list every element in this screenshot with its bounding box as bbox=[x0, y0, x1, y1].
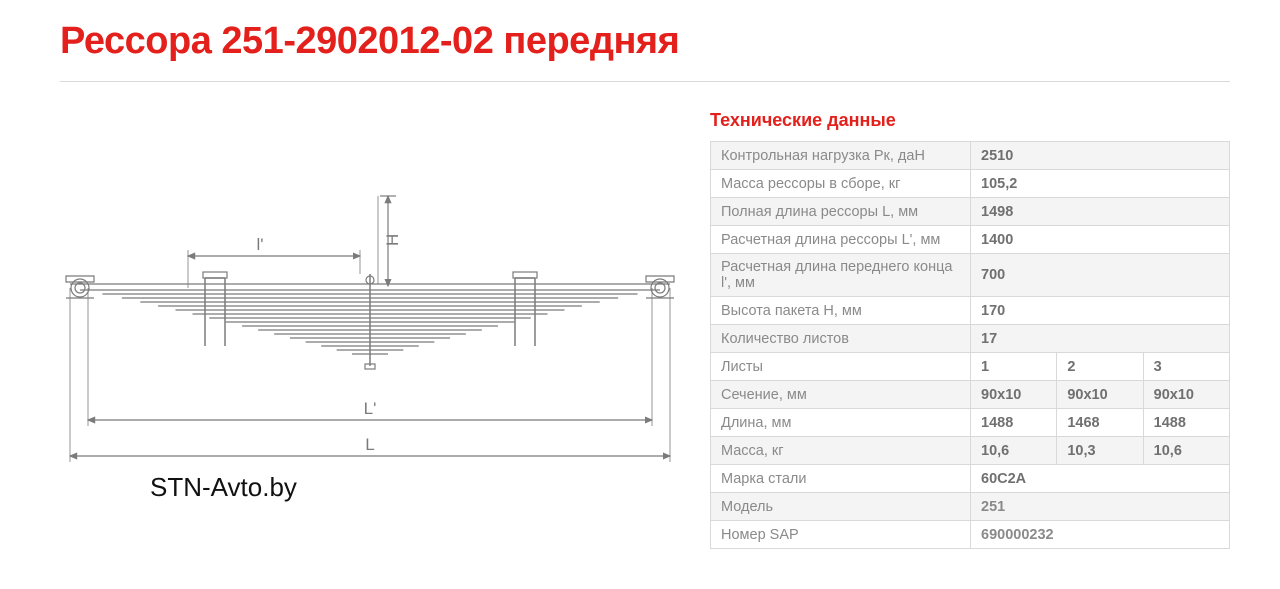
spring-diagram: Hl' L' L bbox=[60, 110, 680, 490]
table-row: Полная длина рессоры L, мм1498 bbox=[711, 198, 1230, 226]
svg-text:H: H bbox=[383, 234, 402, 246]
content-row: Hl' L' L STN-Avto.by Технические данные Ко… bbox=[60, 110, 1230, 549]
table-row: Листы123 bbox=[711, 353, 1230, 381]
svg-text:L': L' bbox=[364, 399, 377, 418]
table-row: Высота пакета H, мм170 bbox=[711, 297, 1230, 325]
table-row: Марка стали60С2А bbox=[711, 465, 1230, 493]
table-row: Модель251 bbox=[711, 493, 1230, 521]
table-row: Номер SAP690000232 bbox=[711, 521, 1230, 549]
table-row: Расчетная длина переднего конца l', мм70… bbox=[711, 254, 1230, 297]
table-row: Сечение, мм90х1090х1090х10 bbox=[711, 381, 1230, 409]
watermark-text: STN-Avto.by bbox=[150, 472, 297, 503]
table-row: Масса рессоры в сборе, кг105,2 bbox=[711, 170, 1230, 198]
table-row: Контрольная нагрузка Рк, даН2510 bbox=[711, 142, 1230, 170]
page-title: Рессора 251-2902012-02 передняя bbox=[60, 20, 1230, 63]
table-row: Расчетная длина рессоры L', мм1400 bbox=[711, 226, 1230, 254]
table-row: Количество листов17 bbox=[711, 325, 1230, 353]
table-row: Длина, мм148814681488 bbox=[711, 409, 1230, 437]
diagram-column: Hl' L' L STN-Avto.by bbox=[60, 110, 680, 549]
tech-data-column: Технические данные Контрольная нагрузка … bbox=[710, 110, 1230, 549]
tech-data-title: Технические данные bbox=[710, 110, 1230, 131]
divider bbox=[60, 81, 1230, 82]
tech-data-table: Контрольная нагрузка Рк, даН2510Масса ре… bbox=[710, 141, 1230, 549]
svg-text:L: L bbox=[365, 435, 374, 454]
svg-text:l': l' bbox=[256, 235, 263, 254]
table-row: Масса, кг10,610,310,6 bbox=[711, 437, 1230, 465]
